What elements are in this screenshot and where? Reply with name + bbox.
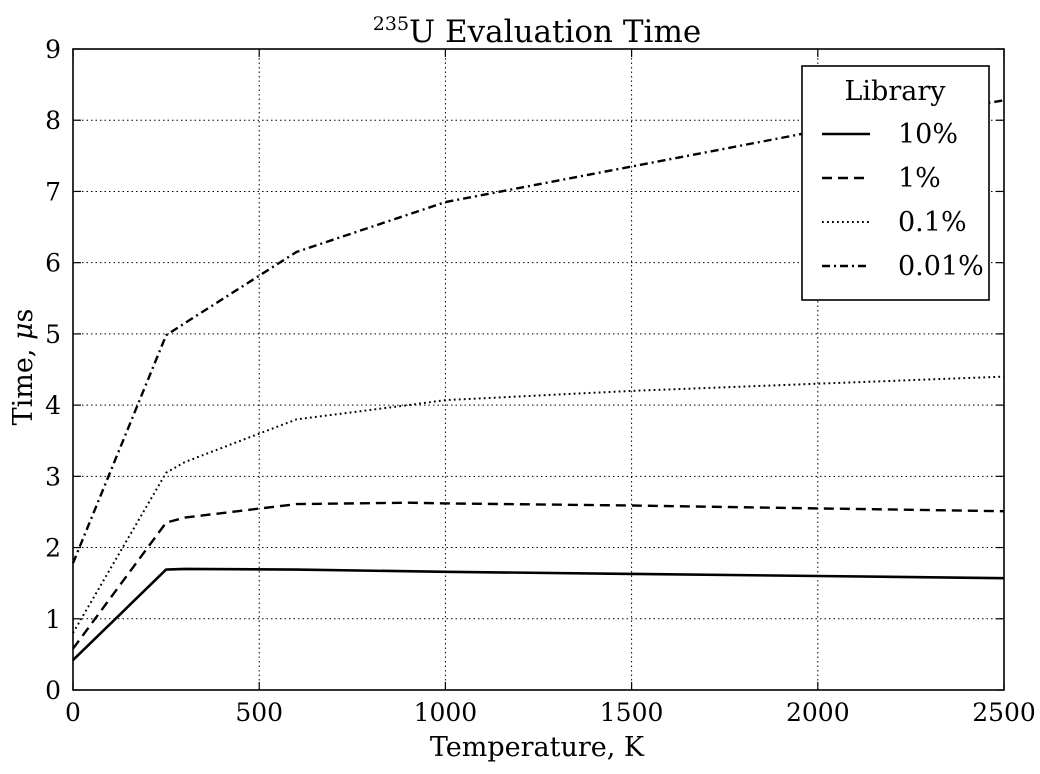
tick-labels: 0 500 1000 1500 2000 2500 0 1 2 3 4 5 6 7 8 9	[45, 35, 1036, 727]
legend-box	[801, 65, 990, 301]
x-tick-label: 2000	[786, 698, 850, 727]
series-line-0	[72, 567, 1005, 662]
y-tick-label: 1	[45, 605, 61, 634]
y-axis-label-unit: μ	[8, 322, 39, 340]
tick-marks	[72, 48, 1005, 691]
y-tick-label: 0	[45, 676, 61, 705]
y-tick-label: 6	[45, 249, 61, 278]
y-axis-label-suffix: s	[8, 309, 39, 323]
legend-label-3: 0.01%	[898, 251, 984, 282]
x-axis-label: Temperature, K	[430, 732, 645, 763]
y-tick-label: 7	[45, 177, 61, 206]
x-tick-label: 1500	[600, 698, 664, 727]
legend-items: 10% 1% 0.1% 0.01%	[822, 119, 984, 282]
x-tick-label: 500	[235, 698, 283, 727]
y-tick-label: 5	[45, 320, 61, 349]
legend-label-2: 0.1%	[898, 207, 967, 238]
plot-frame	[72, 48, 1005, 691]
legend-label-0: 10%	[898, 119, 958, 150]
chart-title: 235U Evaluation Time	[373, 13, 701, 50]
y-tick-label: 4	[45, 391, 61, 420]
series-lines	[71, 99, 1005, 662]
y-tick-label: 9	[45, 35, 61, 64]
legend-label-1: 1%	[898, 163, 941, 194]
legend: Library 10% 1% 0.1% 0.01%	[801, 65, 990, 301]
series-line-1	[72, 501, 1005, 650]
grid	[73, 49, 1004, 690]
y-axis-label-prefix: Time,	[8, 340, 39, 425]
x-tick-label: 1000	[414, 698, 478, 727]
x-tick-label: 0	[65, 698, 81, 727]
legend-title: Library	[844, 76, 946, 107]
y-tick-label: 2	[45, 534, 61, 563]
y-tick-label: 3	[45, 462, 61, 491]
y-tick-label: 8	[45, 106, 61, 135]
chart-title-main: U Evaluation Time	[409, 14, 701, 50]
y-axis-label: Time, μs	[8, 309, 39, 426]
chart-title-superscript: 235	[373, 13, 409, 35]
x-tick-label: 2500	[972, 698, 1036, 727]
series-line-3	[71, 99, 1005, 564]
